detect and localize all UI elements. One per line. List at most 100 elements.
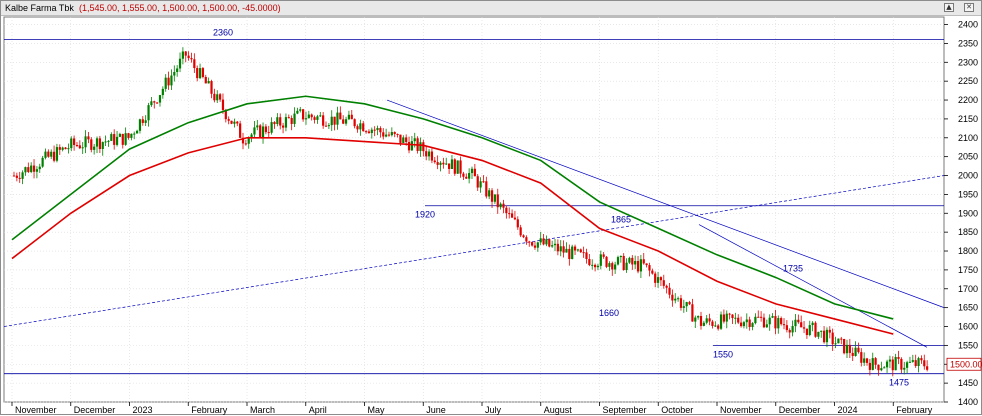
candle-body [914,360,917,367]
candle-body [654,273,657,283]
candle-body [699,316,703,326]
x-axis: November December 2023 February March April Ma… [11,402,933,415]
candle-body [488,190,491,197]
y-tick-label: 1700 [958,284,978,294]
candle-body [473,168,476,177]
candle-body [505,207,508,214]
support-resistance-lines [4,39,944,375]
candle-body [324,125,328,127]
candle-body [221,99,225,110]
candle-body [413,138,416,142]
annotations: 2360 1920 1865 1660 1735 1550 1475 [213,28,909,388]
candle-body [158,95,162,103]
grid-lines [3,16,945,403]
candle-body [822,330,826,343]
candle-body [24,167,27,173]
candle-body [788,330,791,333]
candle-body [591,264,594,266]
candle-body [385,134,388,137]
candle-body [141,119,144,123]
candle-body [828,329,831,333]
candle-body [553,243,557,246]
candle-body [281,125,285,128]
candle-body [848,344,851,353]
close-icon[interactable]: ✕ [964,3,974,12]
candle-body [290,118,293,124]
candle-body [58,147,61,150]
candle-body [739,322,743,327]
candle-body [619,255,622,258]
candle-body [665,285,668,288]
candle-body [347,114,351,120]
candle-body [900,358,903,370]
candle-body [27,167,30,172]
candle-body [923,360,926,367]
y-tick-label: 1400 [958,397,978,407]
last-price-label: 1500.00 [950,359,982,369]
candle-body [602,254,605,257]
candle-body [559,246,562,252]
candle-body [519,227,522,236]
x-tick-label: September [603,405,647,415]
candle-body [576,249,580,251]
x-tick-label: April [309,405,327,415]
price-annotation: 1735 [783,264,803,274]
candle-body [15,175,18,178]
candle-body [843,338,846,354]
candle-body [840,338,843,340]
candle-body [130,133,133,138]
candle-body [133,133,136,135]
candle-body [190,58,193,60]
candle-body [433,160,436,163]
candle-body [702,322,705,326]
price-annotation: 1550 [713,349,733,359]
candle-body [548,239,551,247]
y-tick-label: 1950 [958,189,978,199]
candle-body [648,265,651,271]
candle-body [178,58,182,69]
candle-body [396,133,399,135]
candle-body [364,131,368,133]
moving-average-line [11,95,894,320]
candle-body [888,359,892,362]
rising-trendline [3,175,945,327]
x-tick-label: 2024 [838,405,858,415]
candle-body [276,117,279,125]
candle-body [625,262,628,270]
candle-body [485,181,488,197]
candle-body [302,109,305,120]
candle-body [239,123,242,138]
candle-body [342,119,345,124]
candle-body [382,132,385,137]
candle-body [153,101,156,103]
candle-body [270,122,273,133]
candle-body [734,317,737,319]
candle-body [410,141,413,151]
candle-body [144,120,147,123]
candle-body [193,59,196,69]
x-tick-label: May [368,405,386,415]
price-annotation: 1865 [611,214,631,224]
candle-body [508,213,511,215]
candle-body [201,68,205,77]
candle-body [73,138,76,146]
candle-body [118,133,122,137]
candle-body [322,115,325,126]
candle-body [811,322,814,326]
x-tick-label: March [250,405,275,415]
candle-body [688,302,691,305]
candle-body [868,362,871,370]
candle-body [677,298,680,300]
candle-body [571,246,574,260]
candle-body [614,264,617,270]
candle-body [608,263,611,267]
y-tick-label: 2150 [958,114,978,124]
candle-body [482,181,485,183]
candle-body [897,356,900,359]
scroll-up-icon[interactable]: ▲ [944,3,954,12]
candle-body [250,134,253,138]
x-tick-label: February [191,405,228,415]
candle-body [113,134,116,145]
candle-body [742,322,746,327]
